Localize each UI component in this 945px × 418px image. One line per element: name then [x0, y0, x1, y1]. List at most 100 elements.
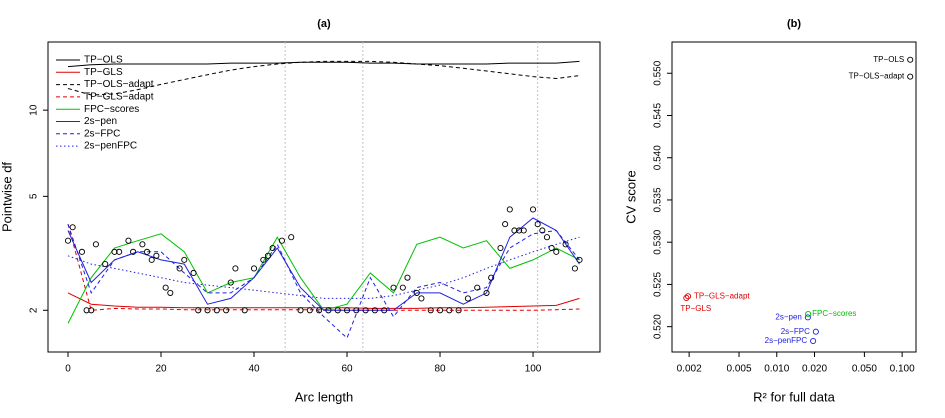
- data-point: [520, 227, 527, 234]
- data-point: [483, 289, 490, 296]
- data-point: [181, 256, 188, 263]
- data-point: [381, 307, 388, 314]
- legend-label: 2s−pen: [84, 116, 117, 127]
- data-point: [153, 252, 160, 259]
- data-point: [130, 248, 137, 255]
- y-axis-label: CV score: [623, 170, 638, 223]
- legend-label: TP−OLS−adapt: [84, 79, 154, 90]
- x-tick-label: 0: [65, 364, 71, 375]
- y-tick-label: 0.530: [653, 229, 664, 254]
- data-point: [334, 307, 341, 314]
- data-point: [543, 234, 551, 241]
- data-point: [92, 241, 99, 248]
- data-point: [167, 289, 174, 296]
- x-axis-label: Arc length: [295, 389, 354, 404]
- legend-label: 2s−FPC: [84, 128, 120, 139]
- point-label: 2s−pen: [775, 312, 801, 321]
- plot-frame: [47, 41, 601, 353]
- y-tick-label: 2: [29, 307, 40, 313]
- data-point: [213, 307, 220, 314]
- data-point: [64, 237, 72, 244]
- data-point: [116, 248, 123, 255]
- data-point: [232, 265, 239, 272]
- y-tick-label: 5: [29, 193, 40, 199]
- data-point: [111, 248, 118, 255]
- y-tick-label: 0.545: [653, 103, 664, 128]
- data-point: [306, 307, 313, 314]
- x-tick-label: 100: [525, 364, 542, 375]
- data-point: [297, 307, 304, 314]
- data-point: [241, 307, 248, 314]
- data-point: [390, 284, 397, 291]
- panel-title: (a): [317, 18, 331, 30]
- data-point: [684, 293, 692, 300]
- data-point: [511, 227, 518, 234]
- data-point: [502, 221, 509, 228]
- data-point: [907, 73, 914, 80]
- x-tick-label: 80: [434, 364, 446, 375]
- series-line: [67, 60, 580, 96]
- data-point: [804, 314, 811, 321]
- data-point: [474, 284, 481, 291]
- data-point: [325, 307, 332, 314]
- data-point: [562, 241, 569, 248]
- y-axis-label: Pointwise df: [0, 162, 14, 232]
- y-tick-label: 0.535: [653, 187, 664, 212]
- y-tick-label: 0.520: [653, 314, 664, 339]
- x-tick-label: 0.020: [802, 364, 827, 375]
- point-label: 2s−FPC: [781, 327, 810, 336]
- data-point: [362, 307, 369, 314]
- series-line: [67, 217, 580, 311]
- data-point: [102, 261, 109, 268]
- y-tick-label: 0.525: [653, 271, 664, 296]
- panel-title: (b): [787, 18, 801, 30]
- data-point: [353, 307, 360, 314]
- x-tick-label: 0.100: [890, 364, 915, 375]
- data-point: [413, 289, 420, 296]
- data-point: [260, 256, 267, 263]
- data-point: [418, 295, 425, 302]
- y-tick-label: 10: [29, 104, 40, 116]
- x-tick-label: 0.005: [727, 364, 752, 375]
- point-label: TP−GLS: [680, 304, 711, 313]
- plot-frame: [671, 41, 917, 353]
- data-point: [269, 244, 276, 252]
- point-label: TP−OLS−adapt: [849, 72, 905, 81]
- data-point: [195, 307, 202, 314]
- data-point: [343, 307, 351, 314]
- data-point: [571, 265, 578, 272]
- legend-label: TP−GLS−adapt: [84, 92, 154, 103]
- point-label: 2s−penFPC: [765, 336, 808, 345]
- data-point: [446, 307, 453, 314]
- data-point: [455, 307, 462, 314]
- data-point: [371, 307, 378, 314]
- legend-label: TP−OLS: [84, 55, 123, 66]
- series-line: [67, 223, 580, 311]
- data-point: [907, 56, 914, 63]
- data-point: [264, 252, 272, 259]
- data-point: [227, 279, 234, 286]
- legend-label: FPC−scores: [84, 104, 139, 115]
- data-point: [553, 248, 560, 255]
- series-line: [67, 223, 580, 339]
- data-point: [144, 248, 151, 255]
- point-label: FPC−scores: [812, 309, 856, 318]
- data-point: [812, 328, 819, 335]
- data-point: [516, 227, 523, 234]
- data-point: [399, 284, 406, 291]
- x-tick-label: 0.010: [764, 364, 789, 375]
- data-point: [83, 307, 90, 314]
- x-tick-label: 0.050: [852, 364, 877, 375]
- series-line: [67, 60, 580, 68]
- point-label: TP−OLS: [873, 55, 904, 64]
- data-point: [223, 307, 230, 314]
- data-point: [404, 274, 411, 281]
- point-label: TP−GLS−adapt: [694, 291, 750, 300]
- data-point: [534, 221, 541, 228]
- x-tick-label: 0.002: [677, 364, 702, 375]
- data-point: [278, 237, 285, 244]
- legend-label: TP−GLS: [84, 67, 123, 78]
- data-point: [78, 248, 85, 255]
- data-point: [436, 307, 444, 314]
